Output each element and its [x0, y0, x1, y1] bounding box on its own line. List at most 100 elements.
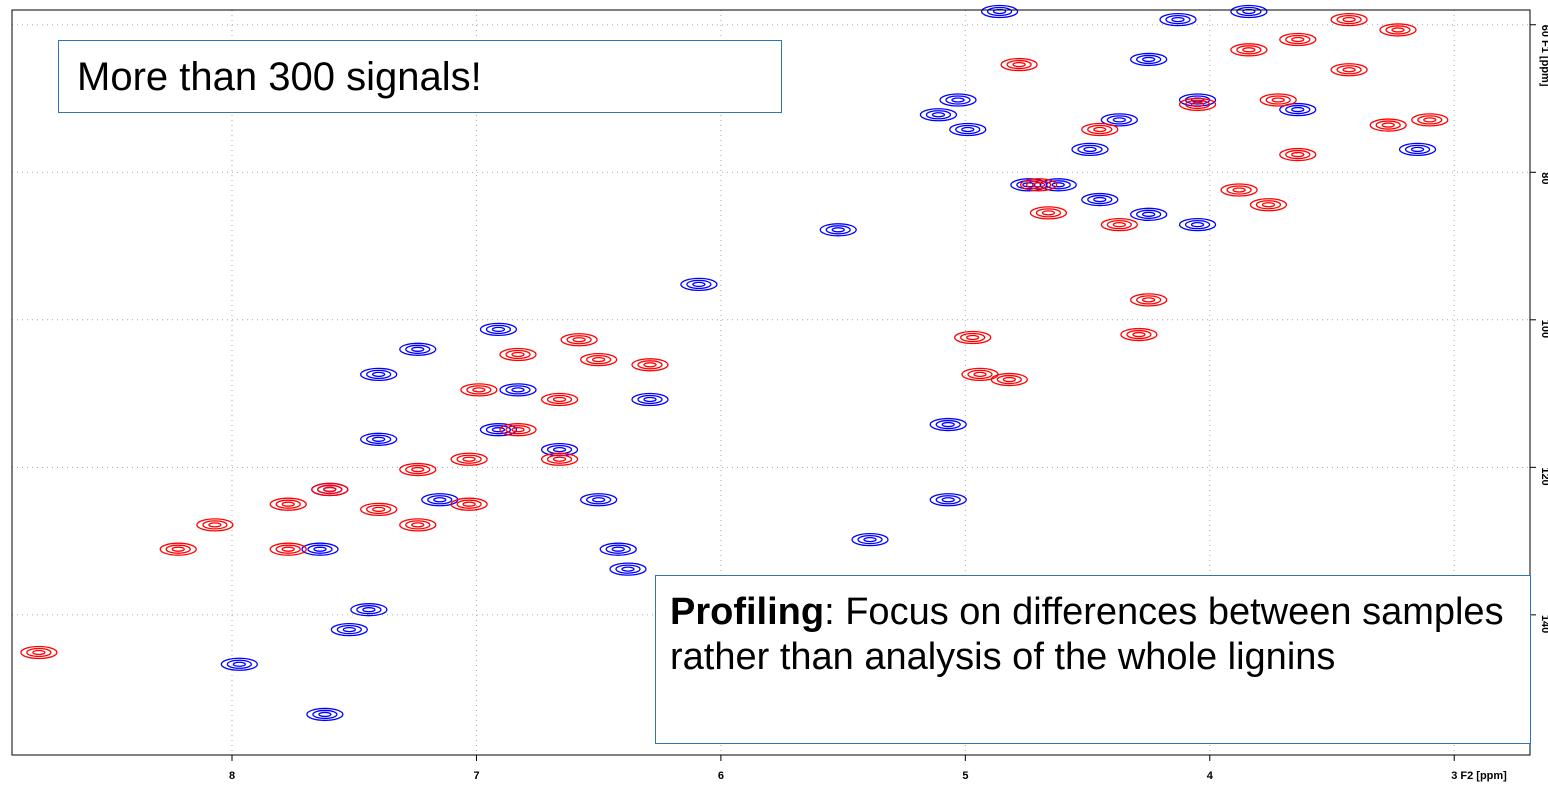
peak-contour — [546, 444, 573, 455]
peak-contour — [499, 347, 537, 362]
peak-contour — [919, 108, 958, 122]
peak-contour — [485, 425, 512, 435]
peak — [954, 330, 992, 345]
peak — [1178, 217, 1217, 232]
peak-contour — [935, 495, 961, 505]
x-tick-label: 4 — [1207, 770, 1214, 782]
peak-contour — [1232, 187, 1246, 193]
peak — [540, 452, 579, 466]
peak — [1249, 198, 1288, 212]
peak-contour — [269, 497, 307, 511]
peak-contour — [1100, 217, 1138, 232]
peak-contour — [275, 499, 301, 509]
y-tick-label: 80 — [1539, 172, 1548, 184]
peak — [990, 372, 1028, 387]
peak — [631, 358, 669, 372]
peak-contour — [949, 122, 987, 137]
peak-contour — [990, 372, 1028, 387]
x-tick-label: 6 — [718, 770, 724, 782]
peak-contour — [1404, 144, 1431, 155]
annotation-bold: Profiling — [670, 591, 825, 633]
peak-contour — [580, 493, 618, 507]
peak-contour — [586, 495, 612, 505]
peak-contour — [399, 518, 437, 532]
peak-contour — [1142, 297, 1156, 303]
peak-contour — [456, 454, 482, 464]
peak — [479, 423, 518, 437]
peak-contour — [1100, 113, 1138, 127]
y-tick-label: 140 — [1539, 615, 1548, 633]
peak-contour — [1142, 56, 1156, 63]
peak — [1279, 32, 1317, 47]
peak-contour — [360, 502, 398, 517]
peak-contour — [1369, 118, 1407, 132]
peak-contour — [1381, 122, 1395, 128]
peak — [980, 4, 1019, 19]
peak-contour — [323, 486, 337, 493]
peak-contour — [1265, 95, 1291, 105]
peak — [1020, 178, 1058, 192]
peak-contour — [1375, 120, 1401, 130]
peak-contour — [566, 335, 592, 345]
peak-contour — [1120, 327, 1158, 342]
peak-contour — [1285, 34, 1311, 45]
peak-contour — [967, 369, 993, 380]
peak — [159, 542, 197, 556]
peak-contour — [1093, 196, 1107, 203]
peak-contour — [631, 392, 669, 407]
peak-contour — [1261, 202, 1276, 208]
peak-contour — [1130, 293, 1168, 307]
peak-contour — [499, 423, 537, 437]
y-tick-label: 60 F1 [ppm] — [1539, 25, 1548, 87]
peak — [1130, 52, 1168, 67]
peak-contour — [540, 392, 579, 407]
peak — [599, 542, 637, 556]
peak-contour — [1087, 194, 1113, 205]
peak — [360, 432, 398, 446]
peak-contour — [935, 419, 961, 430]
peak-contour — [1230, 4, 1268, 19]
peak-contour — [1230, 43, 1268, 57]
peak — [580, 352, 618, 367]
peak — [499, 423, 537, 437]
peak-contour — [1081, 192, 1119, 207]
peak-contour — [1142, 211, 1156, 217]
peak-contour — [411, 346, 425, 352]
peak — [1039, 178, 1077, 192]
peak-contour — [1136, 209, 1162, 219]
peak-contour — [980, 4, 1019, 19]
peak-contour — [546, 394, 573, 405]
peak-contour — [941, 421, 955, 428]
peak — [499, 383, 537, 397]
peak-contour — [1259, 93, 1297, 107]
peak-contour — [939, 93, 977, 107]
peak-contour — [511, 351, 525, 358]
peak-contour — [1041, 210, 1056, 216]
peak-contour — [220, 657, 258, 671]
peak-contour — [362, 607, 376, 613]
peak — [1029, 206, 1068, 220]
peak-contour — [1112, 221, 1126, 228]
peak-contour — [1417, 115, 1443, 125]
peak — [1130, 293, 1168, 307]
peak-contour — [306, 707, 344, 722]
peak-contour — [1184, 219, 1211, 230]
annotation-text: More than 300 signals! — [77, 55, 482, 99]
peak — [196, 518, 234, 532]
peak-contour — [1130, 52, 1168, 67]
peak-contour — [1002, 376, 1016, 383]
y-tick-label: 120 — [1539, 467, 1548, 485]
peak-contour — [863, 536, 877, 543]
peak — [1100, 217, 1138, 232]
peak-contour — [372, 371, 386, 378]
peak-contour — [462, 456, 476, 462]
peak-contour — [307, 544, 333, 554]
peak-contour — [1010, 178, 1048, 192]
peak-contour — [1106, 219, 1132, 230]
peak-contour — [592, 497, 606, 503]
peak-contour — [405, 344, 431, 354]
x-tick-label: 5 — [962, 770, 968, 782]
peak — [421, 493, 459, 507]
peak-contour — [546, 454, 573, 464]
peak-contour — [611, 546, 625, 552]
